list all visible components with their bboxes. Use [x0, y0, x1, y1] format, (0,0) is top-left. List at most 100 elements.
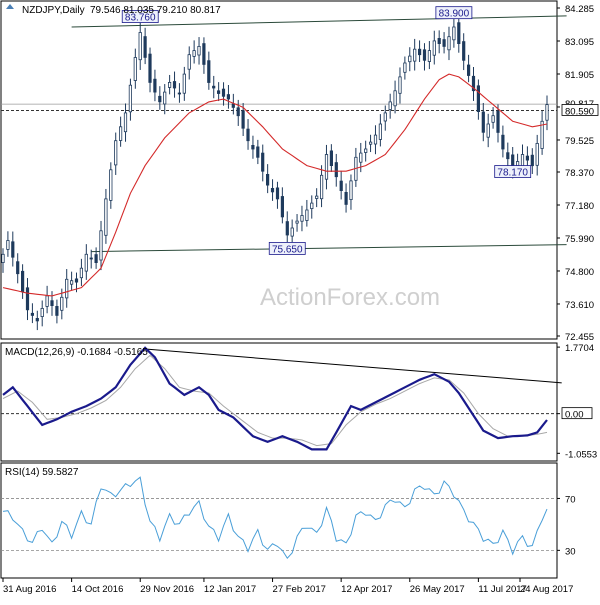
price-axis: 84.28583.09581.90580.71579.52578.37077.1…: [557, 4, 599, 343]
price-annotation-label: 78.170: [497, 168, 528, 179]
candle-bearish: [216, 90, 221, 94]
price-axis-label: 83.095: [565, 37, 594, 48]
price-axis-label: 78.370: [565, 168, 594, 179]
price-axis-label: 73.610: [565, 300, 594, 311]
rsi-header: RSI(14) 59.5827: [5, 467, 79, 478]
candle-bearish: [11, 241, 15, 258]
rsi-panel-frame: [0, 462, 558, 579]
candle-bearish: [417, 48, 422, 56]
candle-bearish: [466, 64, 471, 76]
price-axis-label: 75.990: [565, 234, 594, 245]
candle-bearish: [261, 152, 265, 172]
candle-bullish: [315, 195, 319, 199]
candle-bearish: [476, 85, 481, 113]
rsi-panel: 70 30 RSI(14) 59.5827: [0, 462, 576, 579]
candle-bullish: [60, 296, 64, 311]
price-watermark: ActionForex.com: [260, 284, 440, 311]
candle-bearish: [339, 180, 343, 192]
price-axis-label: 77.180: [565, 201, 594, 212]
moving-average-layer: [2, 73, 548, 297]
candle-bullish: [491, 115, 495, 123]
candle-bearish: [481, 111, 485, 133]
candle-bullish: [300, 215, 304, 222]
price-annotation-label: 75.650: [272, 244, 303, 255]
rsi-layer: [1, 476, 557, 560]
candle-bearish: [275, 187, 280, 200]
candle-bearish: [344, 191, 348, 205]
price-axis-label: 84.285: [565, 4, 594, 15]
date-axis-label: 24 Aug 2017: [520, 584, 573, 595]
price-trendlines: [71, 15, 567, 253]
price-header-icon: [6, 4, 14, 9]
candle-bearish: [177, 92, 181, 95]
candle-bearish: [246, 128, 250, 142]
candle-bullish: [349, 180, 353, 200]
candle-bearish: [457, 22, 461, 45]
candle-bullish: [133, 57, 137, 81]
rsi-axis: 70 30: [557, 494, 576, 557]
candle-bearish: [55, 305, 59, 316]
candle-bearish: [20, 270, 25, 293]
candle-bearish: [471, 75, 476, 92]
candle-bullish: [427, 50, 432, 62]
candle-bullish: [364, 148, 368, 153]
candle-bullish: [540, 120, 544, 149]
date-axis-label: 31 Aug 2016: [3, 584, 56, 595]
candle-bullish: [119, 126, 123, 141]
candle-bullish: [40, 307, 44, 317]
price-header-ohlc: 79.546 81.035 79.210 80.817: [90, 5, 221, 16]
candle-bullish: [65, 278, 69, 299]
candle-bullish: [516, 161, 520, 167]
candle-bearish: [202, 43, 206, 65]
date-axis-label: 11 Jul 2017: [478, 584, 526, 595]
candle-bullish: [393, 90, 397, 107]
price-axis-label: 72.455: [565, 332, 594, 343]
price-axis-label: 79.525: [565, 136, 594, 147]
candle-bullish: [167, 82, 172, 88]
candle-bullish: [373, 134, 378, 145]
candle-bullish: [99, 230, 103, 261]
candle-bullish: [192, 50, 196, 57]
price-annotation-box: [435, 6, 473, 20]
candle-bearish: [231, 103, 235, 108]
candle-bearish: [270, 187, 275, 193]
candle-bearish: [285, 221, 289, 236]
price-annotation-box: [494, 165, 532, 178]
candle-bearish: [442, 39, 446, 47]
price-panel: ActionForex.com 83.760 83.900 75.650 78.170…: [0, 0, 599, 343]
macd-axis-label: -1.0553: [565, 449, 597, 460]
price-annotation-box: [121, 10, 159, 23]
candle-bearish: [94, 254, 98, 264]
candle-bearish: [422, 49, 427, 61]
candle-bullish: [1, 253, 5, 264]
dashed-level-label: 80.590: [565, 106, 594, 117]
dashed-level-tag: [561, 104, 599, 116]
candle-bullish: [378, 123, 383, 140]
candle-bearish: [25, 287, 30, 311]
candle-bullish: [486, 123, 490, 138]
macd-zero-tag: [561, 407, 593, 420]
candle-bullish: [138, 32, 142, 61]
candle-bearish: [241, 110, 245, 129]
candles: [1, 15, 549, 331]
date-axis-label: 27 Feb 2017: [273, 584, 326, 595]
date-axis: 31 Aug 2016 14 Oct 2016 29 Nov 2016 12 Jan …: [2, 578, 573, 595]
candle-bullish: [545, 104, 549, 121]
candle-bullish: [383, 112, 387, 122]
date-axis-label: 14 Oct 2016: [72, 584, 124, 595]
macd-layer: [1, 346, 562, 451]
candle-bullish: [109, 169, 113, 201]
candle-bullish: [305, 209, 309, 221]
candle-bearish: [437, 38, 441, 45]
price-header-symbol: NZDJPY,Daily: [22, 5, 85, 16]
candle-bullish: [388, 101, 392, 110]
candle-bullish: [324, 154, 329, 180]
price-trendline-1: [71, 15, 567, 28]
candle-bullish: [403, 62, 407, 73]
candle-bullish: [413, 48, 417, 62]
rsi-axis-label: 70: [565, 494, 576, 505]
